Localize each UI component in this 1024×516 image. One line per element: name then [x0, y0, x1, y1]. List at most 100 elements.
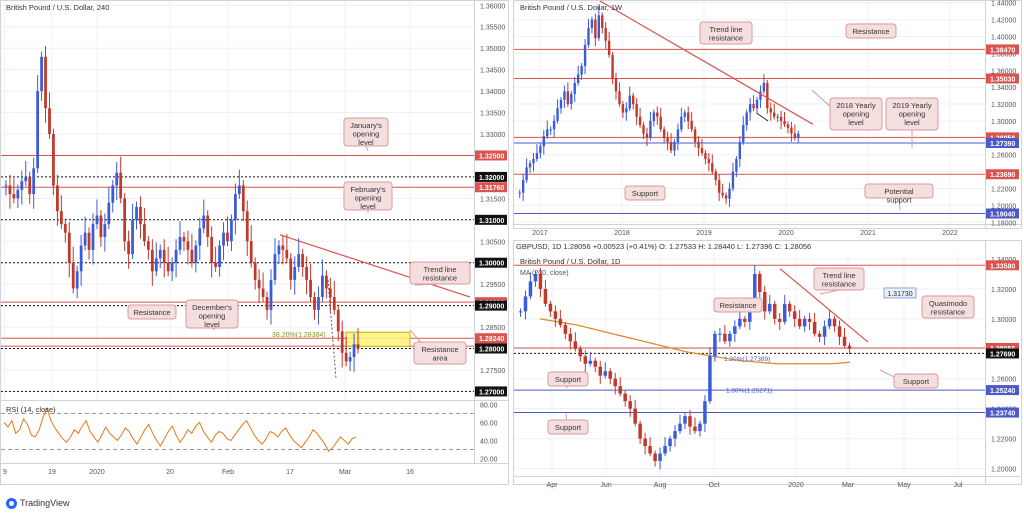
x-tick-label: Feb — [222, 469, 234, 476]
candle-body — [111, 185, 115, 203]
candle-body — [723, 333, 727, 342]
annotation-text: opening — [353, 130, 380, 139]
candle-body — [700, 147, 704, 154]
candle-body — [714, 171, 717, 181]
level-price-label: 1.28000 — [479, 347, 504, 354]
y-tick-label: 1.44000 — [991, 1, 1016, 8]
candle-body — [528, 281, 533, 297]
x-tick-label: Jul — [954, 482, 963, 489]
candle-body — [202, 215, 206, 229]
candle-body — [190, 249, 194, 263]
candle-body — [552, 120, 556, 130]
candle-body — [28, 176, 32, 195]
annotation-text: resistance — [931, 308, 965, 317]
candle-body — [583, 44, 587, 67]
fib-label: 38.20%(1.28384) — [272, 332, 326, 339]
y-tick-label: 1.42000 — [991, 18, 1016, 25]
annotation-text: Support — [903, 377, 930, 386]
y-tick-label: 1.38000 — [991, 51, 1016, 58]
annotation-text: February's — [350, 185, 385, 194]
annotation-callout — [343, 117, 389, 147]
candle-body — [44, 56, 47, 109]
arrow-marker — [756, 112, 769, 122]
candle-body — [837, 326, 842, 337]
daily-title: British Pound / U.S. Dollar, 1D — [520, 257, 621, 266]
daily-symbol: GBPUSD, 1D 1.28056 +0.00523 (+0.41%) O: … — [516, 242, 811, 251]
x-tick-label: Apr — [547, 482, 559, 489]
candle-body — [728, 188, 731, 199]
candle-body — [16, 189, 20, 199]
level-price-label: 1.19040 — [990, 212, 1015, 219]
candle-body — [588, 360, 593, 364]
candle-body — [748, 104, 752, 113]
x-tick-label: 2018 — [614, 230, 630, 237]
candle-body — [234, 194, 237, 220]
candle-body — [698, 423, 702, 432]
candle-body — [198, 228, 202, 246]
candle-body — [690, 120, 693, 130]
x-tick-label: 2020 — [788, 482, 804, 489]
y-tick-label: 1.20000 — [991, 203, 1016, 210]
annotation-callout — [864, 183, 934, 199]
candle-body — [656, 112, 659, 117]
candle-body — [63, 224, 67, 233]
left-panel-frame — [0, 0, 509, 485]
candle-body — [115, 172, 119, 186]
candle-body — [847, 345, 852, 349]
y-tick-label: 1.26000 — [991, 153, 1016, 160]
annotation-callout — [127, 304, 177, 320]
y-tick-label: 1.32000 — [991, 102, 1016, 109]
candle-body — [783, 120, 786, 125]
fib-label: 1.80%(1.25271) — [726, 388, 772, 395]
ma-line — [539, 318, 851, 365]
annotation-callout — [921, 295, 975, 319]
candle-body — [87, 232, 91, 250]
annotation-text: Trend line — [423, 265, 456, 274]
weekly-title: British Pound / U.S. Dollar, 1W — [520, 3, 623, 12]
candle-body — [797, 318, 802, 327]
candle-body — [214, 262, 218, 267]
candle-body — [807, 318, 812, 322]
candle-body — [186, 241, 190, 250]
y-tick-label: 1.34000 — [480, 89, 505, 96]
y-tick-label: 1.27500 — [480, 368, 505, 375]
annotation-callout — [409, 261, 471, 285]
candle-body — [738, 142, 742, 159]
candle-body — [632, 95, 635, 105]
annotation-text: December's — [192, 303, 232, 312]
level-price-label: 1.30000 — [479, 261, 504, 268]
candle-body — [174, 249, 178, 263]
candle-body — [790, 127, 793, 134]
candle-body — [301, 254, 305, 267]
y-tick-label: 1.29500 — [480, 282, 505, 289]
candle-body — [83, 232, 87, 246]
level-price-tag — [475, 150, 507, 161]
candle-body — [99, 215, 103, 237]
level-price-tag — [986, 208, 1019, 219]
candle-body — [533, 273, 538, 282]
callout-pointer — [898, 197, 901, 211]
tradingview-brand[interactable]: TradingView — [6, 497, 70, 509]
candle-body — [590, 19, 594, 29]
level-price-tag — [475, 257, 507, 268]
level-price-label: 1.23740 — [990, 411, 1015, 418]
candle-body — [633, 408, 637, 424]
level-price-tag — [475, 214, 507, 225]
y-tick-label: 1.32000 — [991, 287, 1016, 294]
x-tick-label: 17 — [286, 469, 294, 476]
candle-body — [738, 318, 742, 327]
x-tick-label: May — [897, 482, 911, 489]
level-price-tag — [986, 44, 1019, 55]
candle-body — [827, 318, 832, 327]
candle-body — [528, 163, 532, 168]
candle-body — [535, 153, 539, 159]
candle-body — [218, 245, 221, 267]
candle-body — [787, 303, 792, 312]
candle-body — [289, 258, 293, 280]
candle-body — [8, 185, 12, 195]
y-tick-label: 1.28500 — [480, 325, 505, 332]
candle-body — [573, 341, 578, 349]
candle-body — [638, 423, 642, 439]
